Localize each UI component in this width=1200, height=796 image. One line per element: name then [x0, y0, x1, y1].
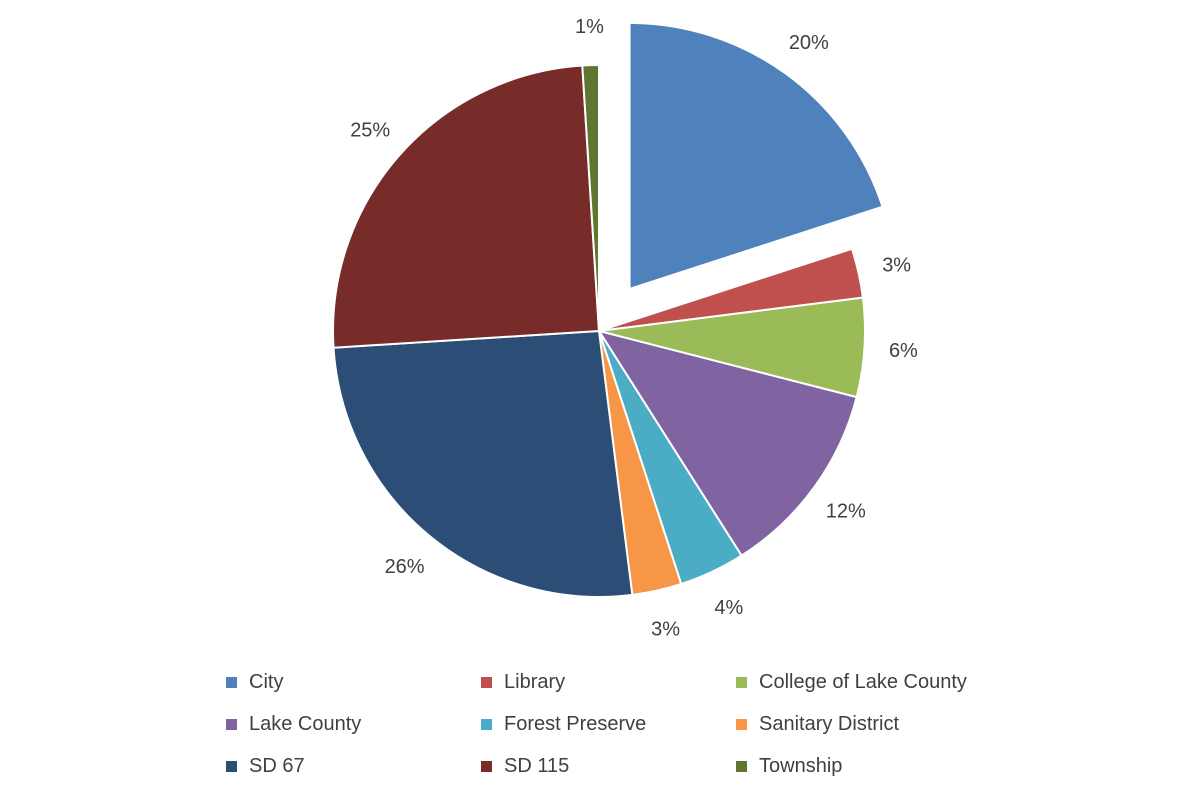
legend-item-college-of-lake-county: College of Lake County — [736, 668, 1026, 696]
legend-item-sanitary-district: Sanitary District — [736, 710, 1026, 738]
data-label-forest-preserve: 4% — [714, 597, 743, 619]
legend-swatch — [226, 718, 237, 730]
legend-swatch — [736, 718, 747, 730]
legend-label: Library — [504, 670, 566, 693]
legend-swatch — [226, 760, 237, 772]
pie-slice-city — [628, 21, 884, 291]
legend-label: College of Lake County — [759, 670, 967, 693]
legend-item-library: Library — [481, 668, 736, 696]
legend-item-township: Township — [736, 752, 1026, 780]
legend-label: SD 115 — [504, 754, 570, 777]
legend-swatch — [481, 676, 492, 688]
legend-label: Lake County — [249, 712, 362, 735]
legend-label: Sanitary District — [759, 712, 900, 735]
data-label-sd-67: 26% — [385, 556, 425, 578]
legend-item-sd-115: SD 115 — [481, 752, 736, 780]
legend-swatch — [481, 718, 492, 730]
pie-slices — [332, 21, 884, 598]
legend-label: SD 67 — [249, 754, 305, 777]
pie-slice-lake-county — [596, 329, 858, 557]
legend-swatch — [481, 760, 492, 772]
legend-swatch — [226, 676, 237, 688]
legend-swatch — [736, 676, 747, 688]
data-label-lake-county: 12% — [826, 500, 866, 522]
data-label-sanitary-district: 3% — [651, 619, 680, 641]
legend-swatch — [736, 760, 747, 772]
pie-data-labels: 20% 3% 6% 12% 4% 3% 26% 25% 1% — [350, 16, 918, 641]
data-label-college-of-lake-county: 6% — [889, 340, 918, 362]
legend-item-city: City — [226, 668, 481, 696]
data-label-township: 1% — [575, 16, 604, 38]
legend-item-sd-67: SD 67 — [226, 752, 481, 780]
legend-label: City — [249, 670, 284, 693]
legend-label: Forest Preserve — [504, 712, 647, 735]
data-label-city: 20% — [789, 32, 829, 54]
data-label-library: 3% — [882, 254, 911, 276]
legend-label: Township — [759, 754, 843, 777]
pie-slice-township — [581, 63, 600, 332]
data-label-sd-115: 25% — [350, 119, 390, 141]
chart-legend: City Library College of Lake County Lake Co… — [226, 668, 1026, 780]
pie-slice-sd-115 — [332, 64, 601, 349]
legend-item-lake-county: Lake County — [226, 710, 481, 738]
pie-chart: 20% 3% 6% 12% 4% 3% 26% 25% 1% — [332, 16, 918, 641]
pie-slice-sd-67 — [332, 329, 634, 598]
legend-item-forest-preserve: Forest Preserve — [481, 710, 736, 738]
